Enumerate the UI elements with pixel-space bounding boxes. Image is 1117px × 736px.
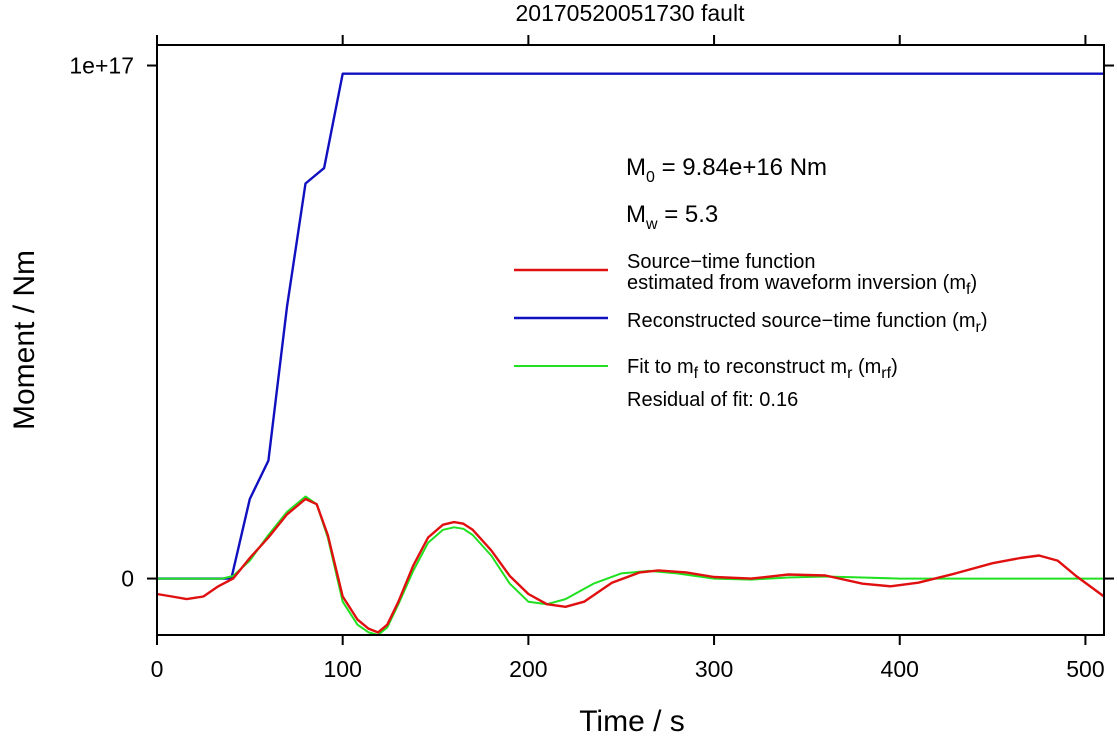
plot-frame (156, 44, 1105, 636)
x-tick-label-0: 0 (151, 656, 164, 682)
legend-label-mrf: Fit to mf to reconstruct mr (mrf) (627, 356, 898, 382)
series-line-mr (157, 72, 1104, 580)
x-axis-ticks: 0 100 200 300 400 500 (151, 35, 1105, 682)
x-tick-label-5: 500 (1066, 656, 1104, 682)
legend-label-mf-line2: estimated from waveform inversion (mf) (627, 272, 977, 298)
x-tick-label-3: 300 (695, 656, 733, 682)
series-line-mrf (157, 495, 1104, 636)
series-line-mf (156, 497, 1105, 634)
x-tick-label-1: 100 (323, 656, 361, 682)
x-tick-label-4: 400 (881, 656, 919, 682)
y-axis-title: Moment / Nm (8, 250, 41, 430)
legend-label-mf-line1: Source−time function (627, 251, 815, 273)
series-group (156, 72, 1105, 636)
y-tick-label-1: 1e+17 (69, 53, 134, 79)
residual-annotation: Residual of fit: 0.16 (627, 389, 798, 411)
m0-annotation: M0 = 9.84e+16 Nm (626, 154, 827, 186)
y-tick-label-0: 0 (121, 566, 134, 592)
x-tick-label-2: 200 (509, 656, 547, 682)
legend-label-mr: Reconstructed source−time function (mr) (627, 310, 988, 336)
legend: Source−time function estimated from wave… (514, 251, 988, 411)
chart-title: 20170520051730 fault (516, 0, 746, 26)
x-axis-title: Time / s (579, 705, 685, 736)
y-axis-ticks: 0 1e+17 (69, 53, 1114, 592)
mw-annotation: Mw = 5.3 (626, 201, 718, 233)
